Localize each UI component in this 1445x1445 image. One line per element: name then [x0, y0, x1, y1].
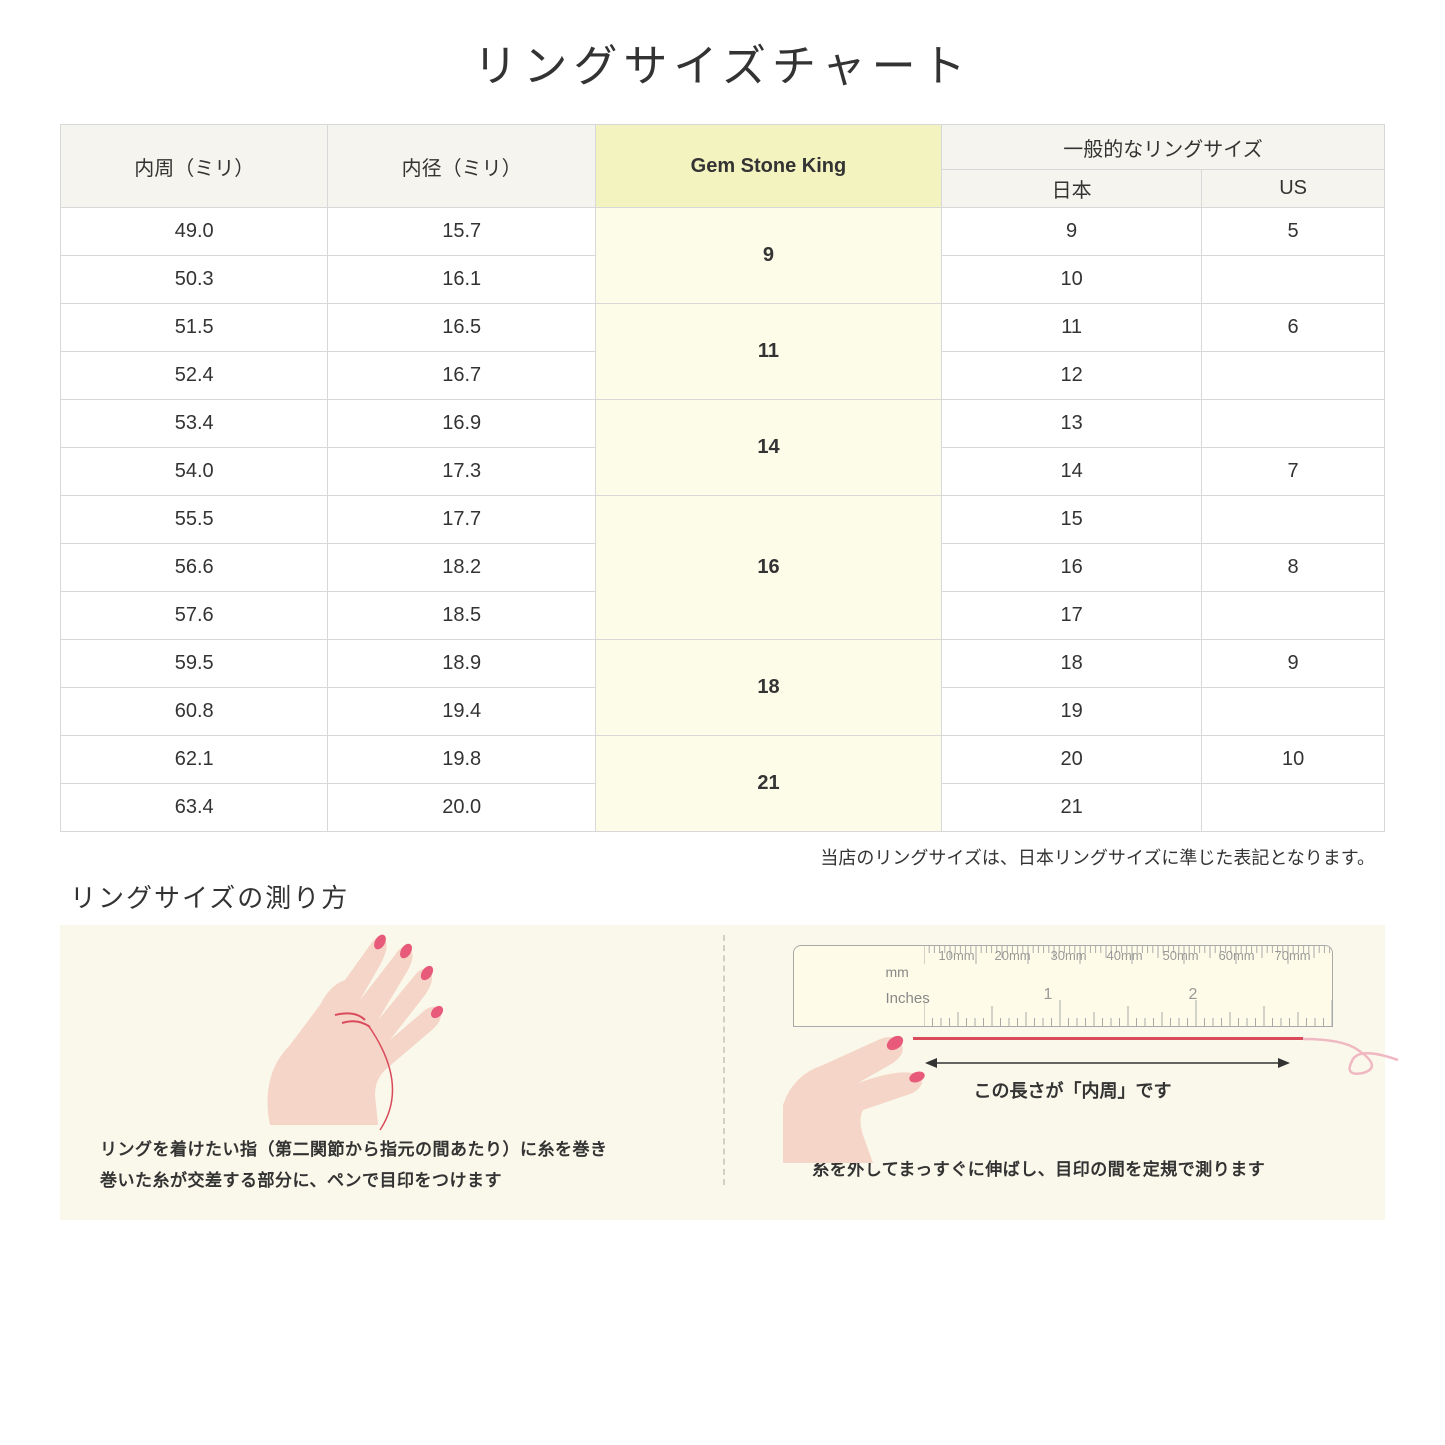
cell-us	[1202, 400, 1385, 448]
cell-us	[1202, 784, 1385, 832]
cell-diameter: 17.3	[328, 448, 595, 496]
cell-japan: 12	[942, 352, 1202, 400]
cell-gsk: 14	[595, 400, 941, 496]
cell-circumference: 54.0	[61, 448, 328, 496]
ruler-inch-mark: 2	[1189, 986, 1198, 1004]
cell-diameter: 20.0	[328, 784, 595, 832]
cell-gsk: 16	[595, 496, 941, 640]
ruler-mm-mark: 40mm	[1107, 948, 1143, 963]
cell-diameter: 15.7	[328, 208, 595, 256]
cell-diameter: 18.2	[328, 544, 595, 592]
cell-circumference: 55.5	[61, 496, 328, 544]
cell-circumference: 62.1	[61, 736, 328, 784]
cell-us	[1202, 256, 1385, 304]
cell-us	[1202, 352, 1385, 400]
ring-size-table: 内周（ミリ） 内径（ミリ） Gem Stone King 一般的なリングサイズ …	[60, 124, 1385, 832]
cell-japan: 19	[942, 688, 1202, 736]
cell-us: 5	[1202, 208, 1385, 256]
cell-diameter: 16.1	[328, 256, 595, 304]
table-row: 59.518.918189	[61, 640, 1385, 688]
header-us: US	[1202, 170, 1385, 208]
cell-circumference: 49.0	[61, 208, 328, 256]
cell-gsk: 11	[595, 304, 941, 400]
cell-diameter: 16.7	[328, 352, 595, 400]
cell-japan: 17	[942, 592, 1202, 640]
table-row: 55.517.71615	[61, 496, 1385, 544]
length-arrow	[925, 1053, 1290, 1073]
header-japan: 日本	[942, 170, 1202, 208]
thread-curl	[1303, 1015, 1403, 1085]
cell-japan: 11	[942, 304, 1202, 352]
size-note: 当店のリングサイズは、日本リングサイズに準じた表記となります。	[60, 844, 1385, 870]
cell-diameter: 16.9	[328, 400, 595, 448]
ruler-mm-mark: 70mm	[1275, 948, 1311, 963]
cell-circumference: 51.5	[61, 304, 328, 352]
cell-diameter: 19.4	[328, 688, 595, 736]
cell-diameter: 18.9	[328, 640, 595, 688]
ruler-mm-mark: 10mm	[939, 948, 975, 963]
cell-us	[1202, 592, 1385, 640]
hand-hold-illustration	[783, 1005, 943, 1165]
measure-title: リングサイズの測り方	[70, 878, 1385, 915]
cell-gsk: 9	[595, 208, 941, 304]
cell-diameter: 17.7	[328, 496, 595, 544]
cell-circumference: 63.4	[61, 784, 328, 832]
cell-circumference: 50.3	[61, 256, 328, 304]
cell-japan: 15	[942, 496, 1202, 544]
cell-circumference: 57.6	[61, 592, 328, 640]
cell-us: 9	[1202, 640, 1385, 688]
hand-wrap-illustration	[230, 925, 490, 1135]
cell-us: 6	[1202, 304, 1385, 352]
cell-us: 8	[1202, 544, 1385, 592]
step1-text-line1: リングを着けたい指（第二関節から指元の間あたり）に糸を巻き	[100, 1135, 693, 1166]
cell-japan: 10	[942, 256, 1202, 304]
cell-circumference: 52.4	[61, 352, 328, 400]
table-row: 49.015.7995	[61, 208, 1385, 256]
cell-japan: 20	[942, 736, 1202, 784]
table-row: 62.119.8212010	[61, 736, 1385, 784]
cell-circumference: 60.8	[61, 688, 328, 736]
ruler-mm-mark: 60mm	[1219, 948, 1255, 963]
cell-japan: 9	[942, 208, 1202, 256]
cell-diameter: 18.5	[328, 592, 595, 640]
cell-circumference: 56.6	[61, 544, 328, 592]
table-row: 51.516.511116	[61, 304, 1385, 352]
cell-us: 10	[1202, 736, 1385, 784]
cell-us	[1202, 688, 1385, 736]
ruler-mm-mark: 20mm	[995, 948, 1031, 963]
cell-circumference: 53.4	[61, 400, 328, 448]
cell-diameter: 16.5	[328, 304, 595, 352]
header-circumference: 内周（ミリ）	[61, 125, 328, 208]
ruler-inch-mark: 1	[1044, 986, 1053, 1004]
page-title: リングサイズチャート	[60, 30, 1385, 94]
cell-gsk: 18	[595, 640, 941, 736]
ruler-mm-mark: 30mm	[1051, 948, 1087, 963]
header-diameter: 内径（ミリ）	[328, 125, 595, 208]
header-general: 一般的なリングサイズ	[942, 125, 1385, 170]
cell-japan: 13	[942, 400, 1202, 448]
cell-japan: 16	[942, 544, 1202, 592]
cell-japan: 18	[942, 640, 1202, 688]
step1-text-line2: 巻いた糸が交差する部分に、ペンで目印をつけます	[100, 1166, 693, 1197]
cell-japan: 21	[942, 784, 1202, 832]
cell-gsk: 21	[595, 736, 941, 832]
cell-circumference: 59.5	[61, 640, 328, 688]
thread-line	[913, 1037, 1303, 1040]
cell-us	[1202, 496, 1385, 544]
cell-diameter: 19.8	[328, 736, 595, 784]
ruler-mm-mark: 50mm	[1163, 948, 1199, 963]
cell-us: 7	[1202, 448, 1385, 496]
header-gsk: Gem Stone King	[595, 125, 941, 208]
cell-japan: 14	[942, 448, 1202, 496]
ruler-mm-label: mm	[886, 964, 909, 980]
table-row: 53.416.91413	[61, 400, 1385, 448]
measure-panel: リングを着けたい指（第二関節から指元の間あたり）に糸を巻き 巻いた糸が交差する部…	[60, 925, 1385, 1220]
